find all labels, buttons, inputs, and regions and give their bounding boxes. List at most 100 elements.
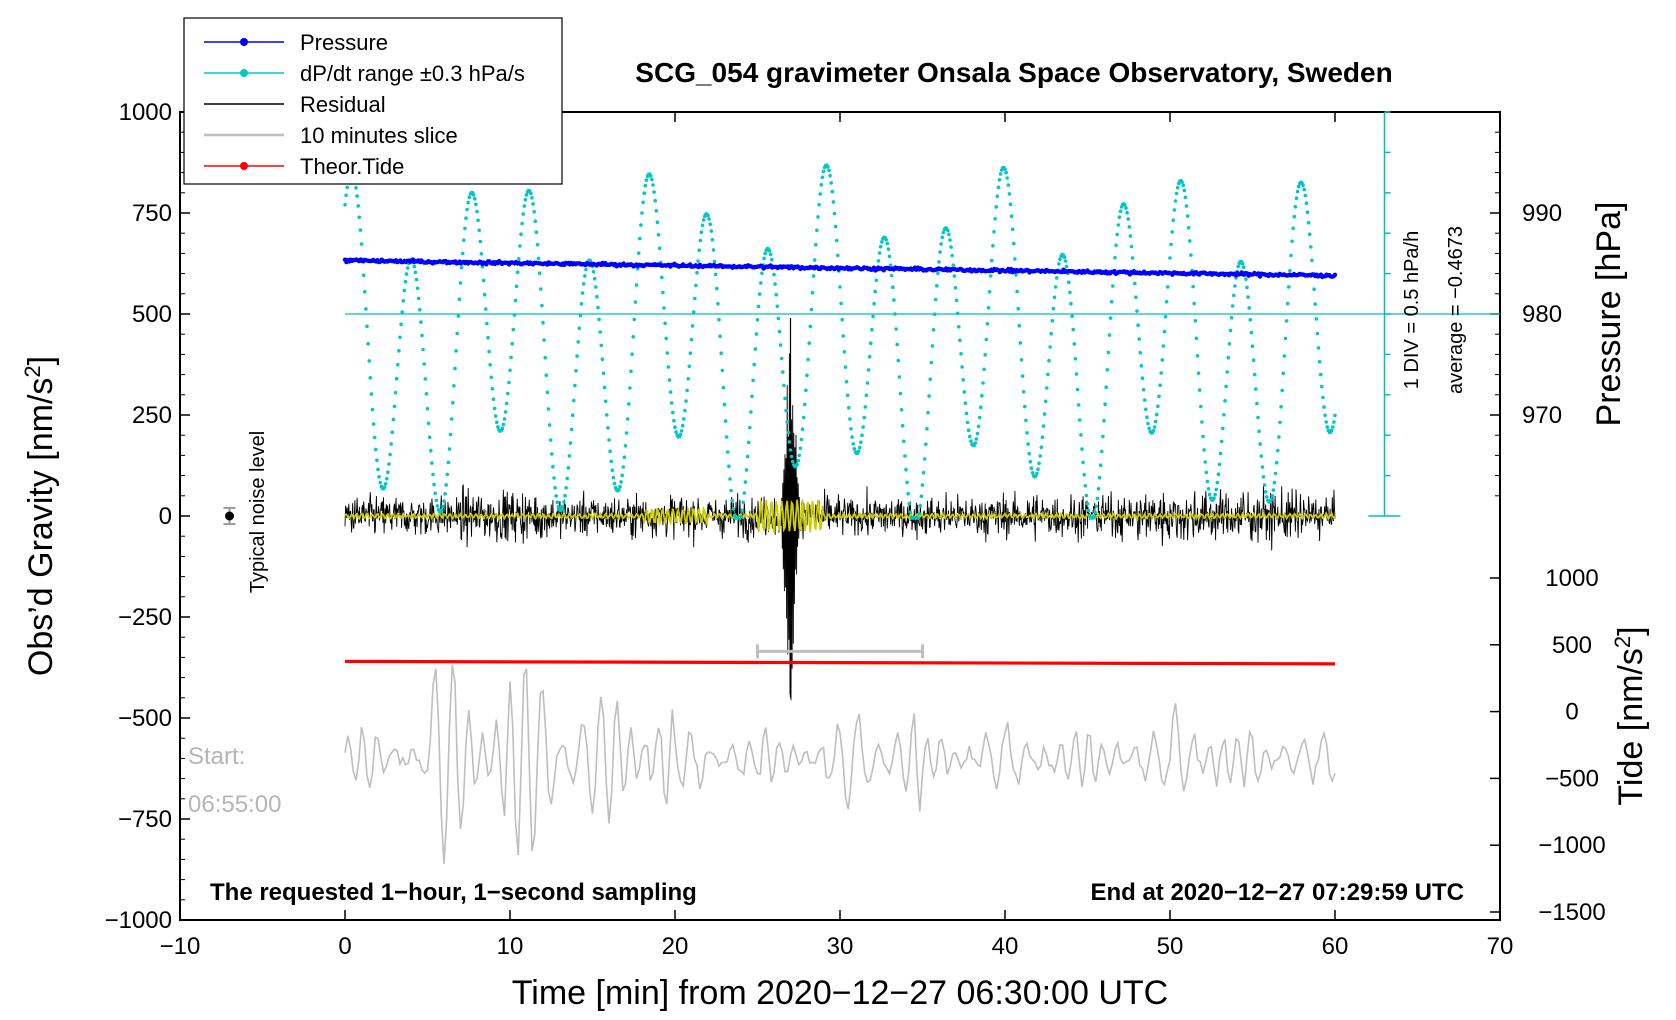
- dpdt-point: [841, 334, 846, 338]
- dpdt-point: [1250, 344, 1255, 349]
- dpdt-point: [1302, 187, 1306, 192]
- dpdt-point: [359, 242, 364, 246]
- dpdt-point: [817, 202, 821, 207]
- dpdt-point: [948, 238, 952, 242]
- dpdt-point: [1230, 304, 1235, 308]
- dpdt-point: [851, 442, 855, 446]
- dpdt-point: [785, 420, 789, 424]
- dpdt-point: [907, 501, 912, 506]
- dpdt-point: [788, 448, 793, 452]
- legend-label: Theor.Tide: [300, 154, 404, 179]
- dpdt-point: [583, 274, 587, 278]
- dpdt-point: [1071, 327, 1075, 332]
- dpdt-point: [580, 291, 585, 295]
- dpdt-point: [1248, 318, 1253, 322]
- dpdt-point: [624, 431, 629, 435]
- left-axis-title: Obs’d Gravity [nm/s2]: [20, 356, 61, 676]
- dpdt-point: [895, 342, 899, 347]
- dpdt-point: [1309, 245, 1313, 249]
- dpdt-point: [1272, 480, 1277, 485]
- dpdt-point: [807, 341, 811, 345]
- dpdt-point: [612, 481, 617, 486]
- dpdt-point: [1202, 448, 1206, 452]
- dpdt-point: [800, 427, 805, 432]
- dpdt-point: [570, 413, 575, 418]
- dpdt-point: [1054, 276, 1059, 280]
- dpdt-point: [594, 285, 598, 289]
- dpdt-point: [757, 292, 762, 296]
- dpdt-point: [985, 322, 990, 326]
- dpdt-point: [1315, 331, 1320, 336]
- dpdt-point: [804, 388, 808, 393]
- dpdt-point: [1026, 442, 1030, 446]
- dpdt-point: [366, 341, 370, 346]
- dpdt-point: [1102, 418, 1106, 423]
- dpdt-point: [1305, 210, 1310, 214]
- dpdt-point: [938, 250, 942, 254]
- dpdt-point: [809, 307, 814, 312]
- dpdt-point: [1212, 496, 1216, 501]
- dpdt-point: [872, 301, 876, 306]
- left-axis-title-end: ]: [22, 356, 60, 365]
- dpdt-point: [849, 427, 853, 431]
- dpdt-point: [886, 247, 891, 251]
- x-tick-label: 30: [827, 933, 854, 960]
- dpdt-point: [1016, 306, 1020, 311]
- dpdt-point: [1140, 376, 1145, 381]
- right-axis-ticks: 970 980 990 1000 500 0 −500 −1000 −1500: [1490, 131, 1606, 926]
- dpdt-point: [600, 357, 605, 362]
- dpdt-point: [1322, 405, 1326, 409]
- dpdt-point: [1038, 454, 1042, 458]
- dpdt-point: [870, 327, 874, 332]
- pressure-series: [342, 257, 1338, 280]
- dpdt-point: [953, 286, 958, 290]
- dpdt-point: [858, 445, 862, 450]
- tide-tick-label: −1500: [1538, 899, 1605, 926]
- dpdt-point: [422, 362, 427, 366]
- dpdt-point: [1080, 447, 1084, 451]
- dpdt-scale-bar: [345, 111, 1500, 517]
- dpdt-series: [343, 163, 1337, 520]
- dpdt-point: [1041, 424, 1046, 428]
- dpdt-point: [712, 259, 717, 264]
- dpdt-point: [1137, 337, 1141, 341]
- dpdt-point: [941, 230, 946, 235]
- dpdt-point: [1306, 220, 1311, 225]
- dpdt-point: [710, 237, 715, 242]
- dpdt-point: [1015, 289, 1019, 294]
- dpdt-point: [1086, 508, 1091, 513]
- dpdt-point: [640, 211, 644, 215]
- dpdt-point: [652, 190, 656, 194]
- x-axis-title: Time [min] from 2020−12−27 06:30:00 UTC: [512, 974, 1168, 1012]
- dpdt-point: [957, 325, 961, 329]
- dpdt-point: [1251, 358, 1256, 363]
- dpdt-point: [547, 423, 552, 427]
- dpdt-point: [1313, 302, 1317, 306]
- dpdt-point: [523, 197, 528, 202]
- dpdt-point: [364, 307, 368, 311]
- dpdt-point: [866, 368, 871, 372]
- dpdt-point: [542, 338, 546, 342]
- tide-tick-label: 0: [1565, 699, 1578, 726]
- dpdt-point: [530, 196, 534, 200]
- dpdt-point: [550, 452, 554, 456]
- dpdt-point: [1252, 372, 1257, 377]
- dpdt-point: [398, 335, 402, 340]
- dpdt-point: [682, 417, 686, 421]
- dpdt-point: [1076, 403, 1081, 407]
- dpdt-point: [536, 256, 541, 261]
- dpdt-point: [926, 410, 930, 415]
- dpdt-point: [1049, 331, 1053, 336]
- dpdt-point: [358, 228, 363, 232]
- dpdt-point: [889, 273, 894, 278]
- dpdt-point: [1130, 256, 1135, 260]
- dpdt-point: [690, 324, 695, 328]
- legend-label: Pressure: [300, 30, 388, 55]
- dpdt-point: [1047, 358, 1051, 363]
- pressure-tick-label: 970: [1522, 402, 1562, 429]
- dpdt-point: [581, 282, 586, 286]
- dpdt-point: [1172, 208, 1177, 212]
- dpdt-point: [1226, 355, 1231, 360]
- dpdt-point: [987, 290, 992, 294]
- dpdt-point: [543, 355, 547, 360]
